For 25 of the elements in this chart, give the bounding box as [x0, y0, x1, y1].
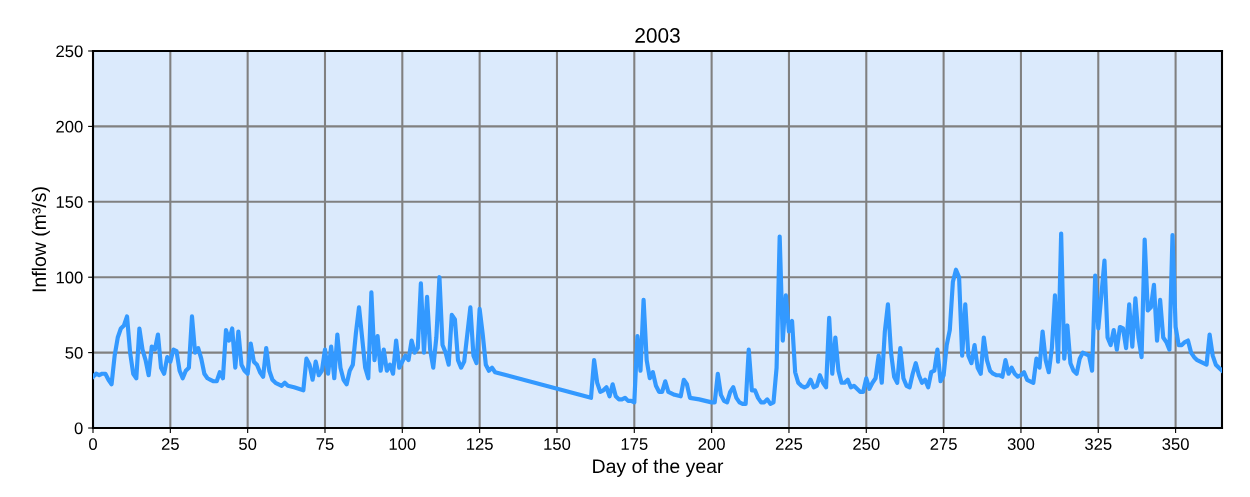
x-tick-label: 25 — [161, 438, 179, 450]
x-tick-label: 275 — [930, 438, 957, 450]
x-tick-label: 200 — [698, 438, 725, 450]
x-tick-label: 75 — [316, 438, 334, 450]
line-series — [93, 231, 1222, 406]
y-tick-label: 150 — [56, 196, 83, 208]
y-axis-title: Inflow (m³/s) — [31, 187, 50, 292]
x-tick-label: 175 — [621, 438, 648, 450]
y-tick-label: 250 — [56, 45, 83, 58]
x-tick-label: 300 — [1007, 438, 1035, 450]
y-tick-label: 100 — [56, 271, 83, 284]
x-tick-label: 150 — [544, 438, 571, 450]
x-axis-title: Day of the year — [593, 458, 724, 477]
x-tick-label: 100 — [389, 438, 416, 450]
x-tick-label: 325 — [1085, 438, 1112, 450]
x-tick-label: 250 — [853, 438, 880, 450]
y-tick-label: 0 — [74, 422, 83, 435]
y-tick-label: 200 — [56, 120, 83, 133]
x-tick-label: 350 — [1162, 438, 1189, 450]
x-tick-label: 0 — [89, 438, 97, 450]
y-tick-label: 50 — [65, 347, 83, 359]
x-tick-label: 125 — [467, 438, 493, 450]
chart-title: 2003 — [635, 28, 680, 43]
x-tick-label: 50 — [239, 438, 257, 450]
x-tick-label: 225 — [775, 438, 803, 450]
